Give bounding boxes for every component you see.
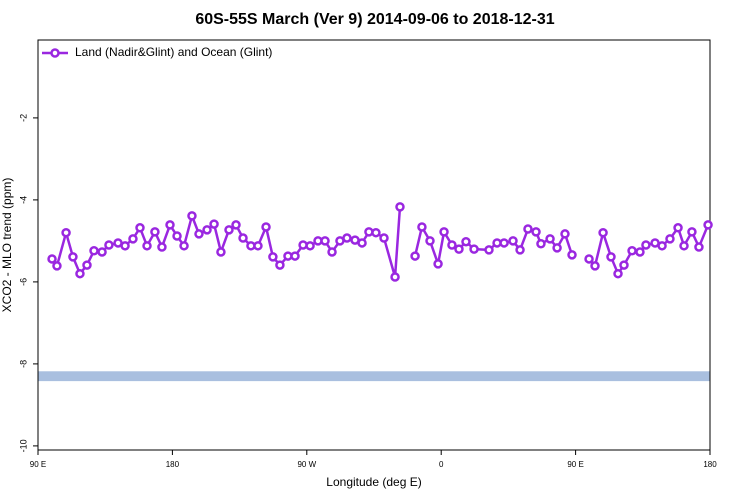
- data-point: [687, 227, 697, 237]
- data-point: [484, 245, 494, 255]
- data-point: [635, 247, 645, 257]
- data-point: [469, 244, 479, 254]
- data-point: [619, 260, 629, 270]
- data-point: [590, 261, 600, 271]
- data-point: [536, 239, 546, 249]
- data-point: [82, 260, 92, 270]
- data-point: [61, 227, 71, 238]
- y-tick-label: -2: [18, 114, 28, 122]
- data-point: [679, 241, 689, 251]
- data-point: [703, 220, 713, 230]
- y-tick-label: -8: [18, 360, 28, 368]
- x-tick-label: 0: [439, 460, 444, 469]
- data-point: [508, 236, 518, 246]
- data-point: [172, 231, 182, 241]
- data-point: [165, 220, 175, 230]
- data-point: [157, 242, 167, 252]
- data-point: [128, 234, 138, 244]
- data-point: [454, 244, 464, 254]
- x-tick-label: 180: [703, 460, 717, 469]
- data-point: [395, 202, 405, 212]
- data-point: [433, 259, 443, 269]
- data-point: [187, 211, 197, 221]
- data-point: [142, 241, 152, 251]
- data-point: [665, 234, 675, 244]
- data-point: [694, 242, 704, 252]
- data-point: [231, 220, 241, 230]
- x-axis-label: Longitude (deg E): [326, 475, 421, 489]
- data-point: [104, 240, 114, 250]
- legend-marker: [50, 48, 60, 58]
- data-point: [52, 261, 62, 271]
- data-point: [47, 254, 57, 264]
- data-point: [261, 222, 271, 232]
- data-point: [606, 252, 616, 262]
- data-point: [268, 252, 278, 262]
- data-point: [439, 227, 449, 237]
- data-point: [410, 251, 420, 261]
- data-point: [531, 227, 541, 237]
- data-point: [461, 236, 471, 247]
- y-tick-label: -6: [18, 278, 28, 286]
- data-point: [327, 247, 337, 257]
- data-point: [89, 245, 99, 256]
- data-point: [320, 236, 330, 246]
- data-point: [209, 219, 219, 229]
- reference-band: [38, 371, 710, 382]
- data-point: [657, 241, 667, 251]
- y-tick-label: -10: [18, 439, 28, 452]
- data-point: [584, 254, 594, 264]
- chart-title: 60S-55S March (Ver 9) 2014-09-06 to 2018…: [195, 11, 554, 28]
- data-point: [567, 250, 577, 260]
- data-point: [150, 227, 160, 237]
- data-point: [68, 252, 78, 262]
- x-tick-label: 180: [166, 460, 180, 469]
- data-point: [224, 225, 234, 235]
- data-point: [253, 241, 263, 251]
- data-point: [120, 241, 130, 251]
- data-point: [290, 251, 300, 261]
- x-tick-label: 90 E: [567, 460, 583, 469]
- data-point: [135, 223, 145, 233]
- data-point: [515, 245, 525, 255]
- data-point: [275, 260, 285, 270]
- data-point: [342, 233, 352, 243]
- data-point: [371, 227, 381, 238]
- data-point: [499, 238, 509, 248]
- x-tick-label: 90 W: [297, 460, 316, 469]
- y-tick-label: -4: [18, 196, 28, 204]
- data-point: [523, 224, 533, 234]
- data-point: [417, 222, 427, 232]
- data-point: [447, 240, 457, 250]
- data-point: [238, 233, 248, 243]
- x-tick-label: 90 E: [30, 460, 46, 469]
- data-point: [560, 229, 570, 239]
- data-point: [216, 247, 226, 257]
- data-point: [598, 227, 608, 238]
- data-point: [390, 272, 400, 282]
- data-point: [357, 238, 367, 248]
- data-point: [613, 268, 623, 279]
- data-point: [641, 240, 651, 250]
- data-point: [179, 241, 189, 251]
- data-point: [379, 233, 389, 243]
- data-point: [627, 245, 637, 256]
- data-point: [97, 247, 107, 257]
- data-point: [552, 243, 562, 253]
- data-point: [425, 236, 435, 246]
- data-point: [673, 223, 683, 233]
- y-axis-label: XCO2 - MLO trend (ppm): [0, 178, 14, 313]
- data-point: [194, 229, 204, 239]
- data-point: [75, 268, 85, 279]
- data-point: [202, 225, 212, 235]
- legend-label: Land (Nadir&Glint) and Ocean (Glint): [75, 45, 272, 59]
- data-point: [545, 234, 555, 244]
- plot-frame: [37, 39, 711, 451]
- data-point: [305, 241, 315, 251]
